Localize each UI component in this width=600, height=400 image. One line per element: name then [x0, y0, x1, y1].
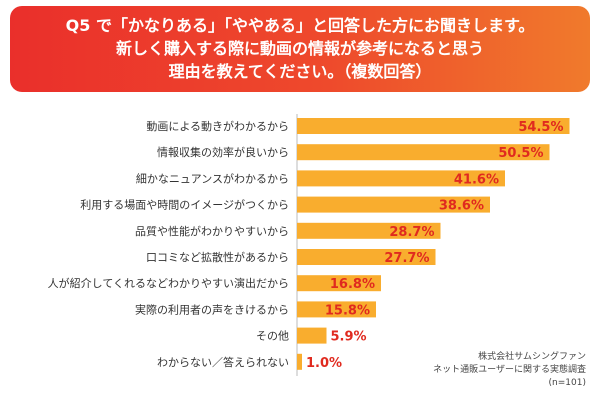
bar-8: [297, 301, 376, 318]
category-label-6: 口コミなど拡散性があるから: [146, 250, 289, 264]
value-label-8: 15.8%: [325, 303, 370, 318]
bar-5: [297, 222, 441, 239]
category-label-3: 細かなニュアンスがわかるから: [136, 171, 289, 185]
value-label-4: 38.6%: [439, 199, 484, 214]
category-label-9: その他: [256, 330, 289, 343]
value-label-3: 41.6%: [454, 172, 499, 187]
question-line-2: 新しく購入する際に動画の情報が参考になると思う: [115, 39, 484, 58]
question-banner: Q5 で「かなりある」「ややある」と回答した方にお聞きします。 新しく購入する際…: [10, 6, 590, 92]
bar-2: [297, 144, 550, 161]
value-label-6: 27.7%: [384, 251, 429, 266]
bar-9: [297, 327, 327, 344]
source-note-line-1: 株式会社サムシングファン: [478, 352, 586, 362]
source-note-line-3: (n=101): [548, 378, 586, 388]
value-label-2: 50.5%: [498, 146, 543, 161]
category-label-2: 情報収集の効率が良いから: [157, 145, 289, 159]
value-label-10: 1.0%: [306, 356, 342, 371]
source-note: 株式会社サムシングファン ネット通販ユーザーに関する実態調査 (n=101): [433, 351, 586, 390]
bar-4: [297, 196, 490, 213]
bar-7: [297, 275, 381, 292]
category-label-7: 人が紹介してくれるなどわかりやすい演出だから: [48, 276, 289, 290]
question-line-1: Q5 で「かなりある」「ややある」と回答した方にお聞きします。: [65, 16, 535, 35]
question-line-3: 理由を教えてください。（複数回答）: [168, 62, 432, 81]
category-label-5: 品質や性能がわかりやすいから: [135, 224, 289, 238]
bar-10: [297, 353, 302, 370]
bar-3: [297, 170, 505, 187]
value-label-7: 16.8%: [330, 277, 375, 292]
category-label-8: 実際の利用者の声をきけるから: [135, 302, 289, 316]
value-label-9: 5.9%: [331, 330, 367, 345]
source-note-line-2: ネット通販ユーザーに関する実態調査: [433, 365, 586, 375]
value-label-5: 28.7%: [389, 225, 434, 240]
category-label-1: 動画による動きがわかるから: [146, 119, 289, 133]
value-label-1: 54.5%: [518, 120, 563, 135]
category-label-10: わからない／答えられない: [157, 355, 289, 369]
category-label-4: 利用する場面や時間のイメージがつくから: [80, 198, 289, 212]
bar-6: [297, 249, 436, 265]
bar-1: [297, 118, 570, 134]
